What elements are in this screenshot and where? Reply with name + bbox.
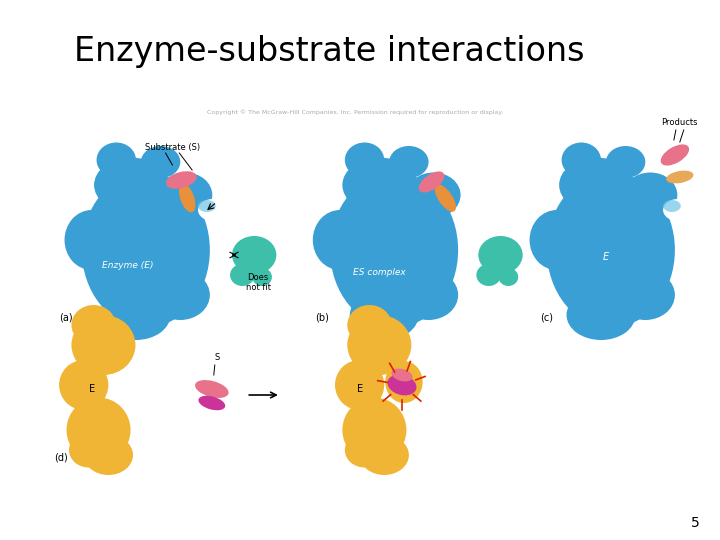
Ellipse shape — [312, 210, 367, 270]
Ellipse shape — [179, 184, 195, 212]
Ellipse shape — [616, 270, 675, 320]
Text: ES complex: ES complex — [353, 268, 405, 277]
Ellipse shape — [166, 171, 197, 189]
Ellipse shape — [666, 171, 693, 184]
Ellipse shape — [345, 433, 384, 468]
Ellipse shape — [198, 200, 216, 212]
Text: (a): (a) — [59, 312, 73, 322]
Ellipse shape — [478, 236, 523, 274]
Ellipse shape — [252, 268, 272, 286]
Ellipse shape — [96, 143, 136, 178]
Text: E: E — [89, 384, 95, 394]
Text: E: E — [603, 252, 609, 262]
Ellipse shape — [387, 375, 416, 395]
Ellipse shape — [158, 172, 212, 218]
Ellipse shape — [150, 270, 210, 320]
Ellipse shape — [198, 199, 228, 221]
Ellipse shape — [435, 184, 456, 212]
Ellipse shape — [335, 360, 384, 410]
Ellipse shape — [94, 158, 168, 213]
Text: 5: 5 — [690, 516, 700, 530]
Text: (b): (b) — [315, 312, 329, 322]
Ellipse shape — [498, 268, 518, 286]
Ellipse shape — [406, 172, 461, 218]
Ellipse shape — [195, 380, 229, 398]
Ellipse shape — [59, 360, 109, 410]
Ellipse shape — [343, 397, 406, 462]
Text: Enzyme-substrate interactions: Enzyme-substrate interactions — [74, 35, 585, 68]
Ellipse shape — [392, 368, 413, 381]
Text: (d): (d) — [54, 452, 68, 462]
Ellipse shape — [419, 171, 444, 193]
Ellipse shape — [330, 172, 458, 327]
Text: Copyright © The McGraw-Hill Companies, Inc. Permission required for reproduction: Copyright © The McGraw-Hill Companies, I… — [207, 109, 503, 115]
Ellipse shape — [343, 158, 416, 213]
Ellipse shape — [546, 172, 675, 327]
Ellipse shape — [559, 158, 633, 213]
Ellipse shape — [71, 315, 135, 375]
Ellipse shape — [65, 210, 119, 270]
Ellipse shape — [624, 172, 678, 218]
Ellipse shape — [347, 315, 411, 375]
Ellipse shape — [66, 397, 130, 462]
Ellipse shape — [661, 144, 689, 166]
Ellipse shape — [350, 290, 419, 340]
Ellipse shape — [199, 396, 225, 410]
Text: Enzyme (E): Enzyme (E) — [102, 261, 154, 270]
Ellipse shape — [82, 172, 210, 327]
Ellipse shape — [345, 143, 384, 178]
Text: Products: Products — [662, 118, 698, 127]
Ellipse shape — [125, 357, 157, 402]
Ellipse shape — [606, 146, 645, 178]
Ellipse shape — [530, 210, 584, 270]
Ellipse shape — [84, 435, 133, 475]
Ellipse shape — [141, 146, 180, 178]
Ellipse shape — [347, 305, 392, 345]
Text: S: S — [214, 353, 220, 362]
Ellipse shape — [562, 143, 601, 178]
Ellipse shape — [663, 199, 693, 221]
Ellipse shape — [230, 264, 255, 286]
Ellipse shape — [71, 305, 116, 345]
Ellipse shape — [663, 200, 681, 212]
Ellipse shape — [102, 290, 171, 340]
Ellipse shape — [477, 264, 501, 286]
Text: (c): (c) — [540, 312, 553, 322]
Text: E: E — [356, 384, 363, 394]
Ellipse shape — [567, 290, 636, 340]
Ellipse shape — [69, 433, 109, 468]
Ellipse shape — [359, 435, 409, 475]
Ellipse shape — [232, 236, 276, 274]
Text: Substrate (S): Substrate (S) — [145, 143, 200, 152]
Ellipse shape — [399, 270, 458, 320]
Ellipse shape — [390, 146, 428, 178]
Ellipse shape — [385, 361, 423, 403]
Text: Does
not fit: Does not fit — [246, 273, 271, 292]
